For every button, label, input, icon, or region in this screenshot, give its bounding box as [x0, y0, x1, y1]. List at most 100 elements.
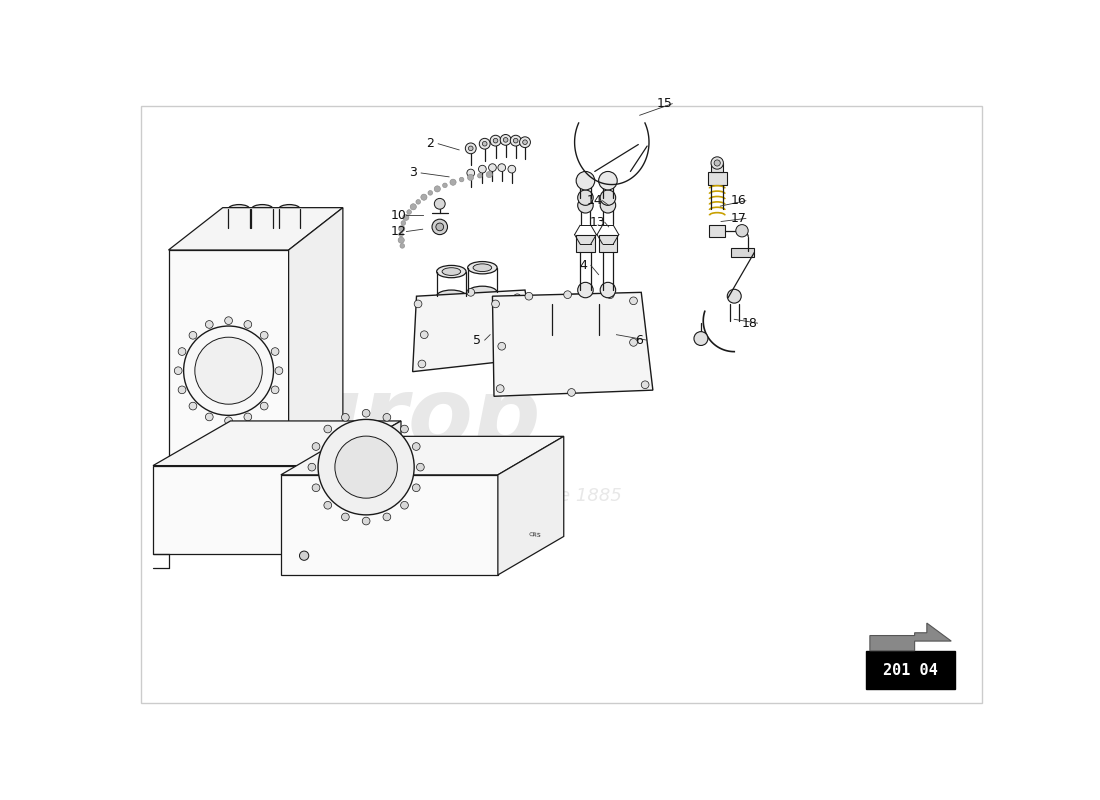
Circle shape [493, 138, 498, 143]
Ellipse shape [228, 224, 250, 233]
Text: 6: 6 [635, 334, 642, 346]
Circle shape [308, 463, 316, 471]
Text: 10: 10 [390, 209, 407, 222]
Polygon shape [288, 208, 343, 470]
Polygon shape [153, 421, 402, 466]
Bar [732, 248, 755, 257]
Bar [866, 650, 955, 689]
Circle shape [578, 282, 593, 298]
Text: 17: 17 [730, 212, 746, 225]
Text: europ: europ [230, 374, 541, 466]
Circle shape [224, 451, 233, 460]
Circle shape [491, 135, 501, 146]
Ellipse shape [228, 205, 250, 214]
Circle shape [486, 171, 493, 178]
Circle shape [272, 386, 279, 394]
Circle shape [736, 225, 748, 237]
Ellipse shape [437, 266, 466, 278]
Text: 15: 15 [657, 97, 672, 110]
Circle shape [466, 289, 474, 296]
Circle shape [275, 367, 283, 374]
Circle shape [514, 138, 518, 143]
Ellipse shape [278, 205, 300, 214]
Circle shape [398, 237, 405, 243]
Circle shape [496, 385, 504, 393]
Circle shape [323, 502, 331, 509]
Circle shape [184, 326, 274, 415]
Circle shape [641, 381, 649, 389]
Circle shape [498, 164, 506, 171]
Ellipse shape [468, 262, 497, 274]
Text: 12: 12 [390, 225, 407, 238]
Circle shape [578, 190, 593, 206]
Bar [173, 449, 186, 458]
Circle shape [601, 190, 616, 206]
Circle shape [694, 332, 708, 346]
Circle shape [272, 348, 279, 355]
Circle shape [178, 386, 186, 394]
Ellipse shape [283, 226, 296, 231]
Circle shape [420, 331, 428, 338]
Circle shape [398, 226, 405, 232]
Circle shape [492, 300, 499, 308]
Circle shape [488, 164, 496, 171]
Circle shape [434, 198, 446, 209]
Text: 14: 14 [587, 194, 603, 207]
Circle shape [478, 166, 486, 173]
Circle shape [563, 291, 572, 298]
Circle shape [362, 517, 370, 525]
Text: 5: 5 [473, 334, 481, 346]
Circle shape [206, 413, 213, 421]
Circle shape [601, 198, 616, 213]
Circle shape [508, 166, 516, 173]
Circle shape [468, 174, 474, 181]
Circle shape [629, 297, 637, 305]
Circle shape [598, 171, 617, 190]
Circle shape [450, 179, 456, 186]
Circle shape [334, 436, 397, 498]
Text: CRS: CRS [528, 532, 541, 538]
Circle shape [421, 194, 427, 200]
Text: a passion for parts since 1885: a passion for parts since 1885 [350, 487, 623, 506]
Circle shape [442, 183, 448, 188]
Circle shape [711, 157, 724, 169]
Circle shape [525, 348, 532, 355]
Circle shape [436, 223, 443, 230]
Circle shape [189, 402, 197, 410]
Polygon shape [870, 623, 952, 650]
Circle shape [522, 140, 527, 145]
Ellipse shape [468, 286, 497, 298]
Circle shape [261, 402, 268, 410]
Circle shape [465, 143, 476, 154]
Text: 13: 13 [590, 216, 605, 229]
Polygon shape [498, 436, 563, 575]
Circle shape [403, 214, 409, 221]
Polygon shape [280, 436, 563, 475]
Circle shape [299, 551, 309, 560]
Circle shape [312, 442, 320, 450]
Circle shape [510, 135, 521, 146]
Ellipse shape [255, 226, 270, 231]
Circle shape [400, 243, 405, 248]
Circle shape [402, 221, 406, 226]
Circle shape [466, 169, 474, 177]
Circle shape [400, 502, 408, 509]
Circle shape [428, 190, 432, 195]
Circle shape [398, 232, 404, 237]
Polygon shape [323, 421, 402, 554]
Circle shape [341, 414, 349, 421]
Circle shape [417, 463, 425, 471]
Bar [598, 234, 617, 251]
Text: 2: 2 [427, 138, 434, 150]
Bar [708, 172, 726, 185]
Circle shape [477, 174, 482, 178]
Text: 3: 3 [409, 166, 417, 179]
Ellipse shape [552, 325, 598, 344]
Circle shape [469, 146, 473, 150]
Polygon shape [412, 290, 537, 372]
Circle shape [174, 367, 183, 374]
Ellipse shape [560, 298, 591, 310]
Polygon shape [153, 466, 323, 554]
Circle shape [629, 338, 637, 346]
Circle shape [224, 417, 232, 425]
